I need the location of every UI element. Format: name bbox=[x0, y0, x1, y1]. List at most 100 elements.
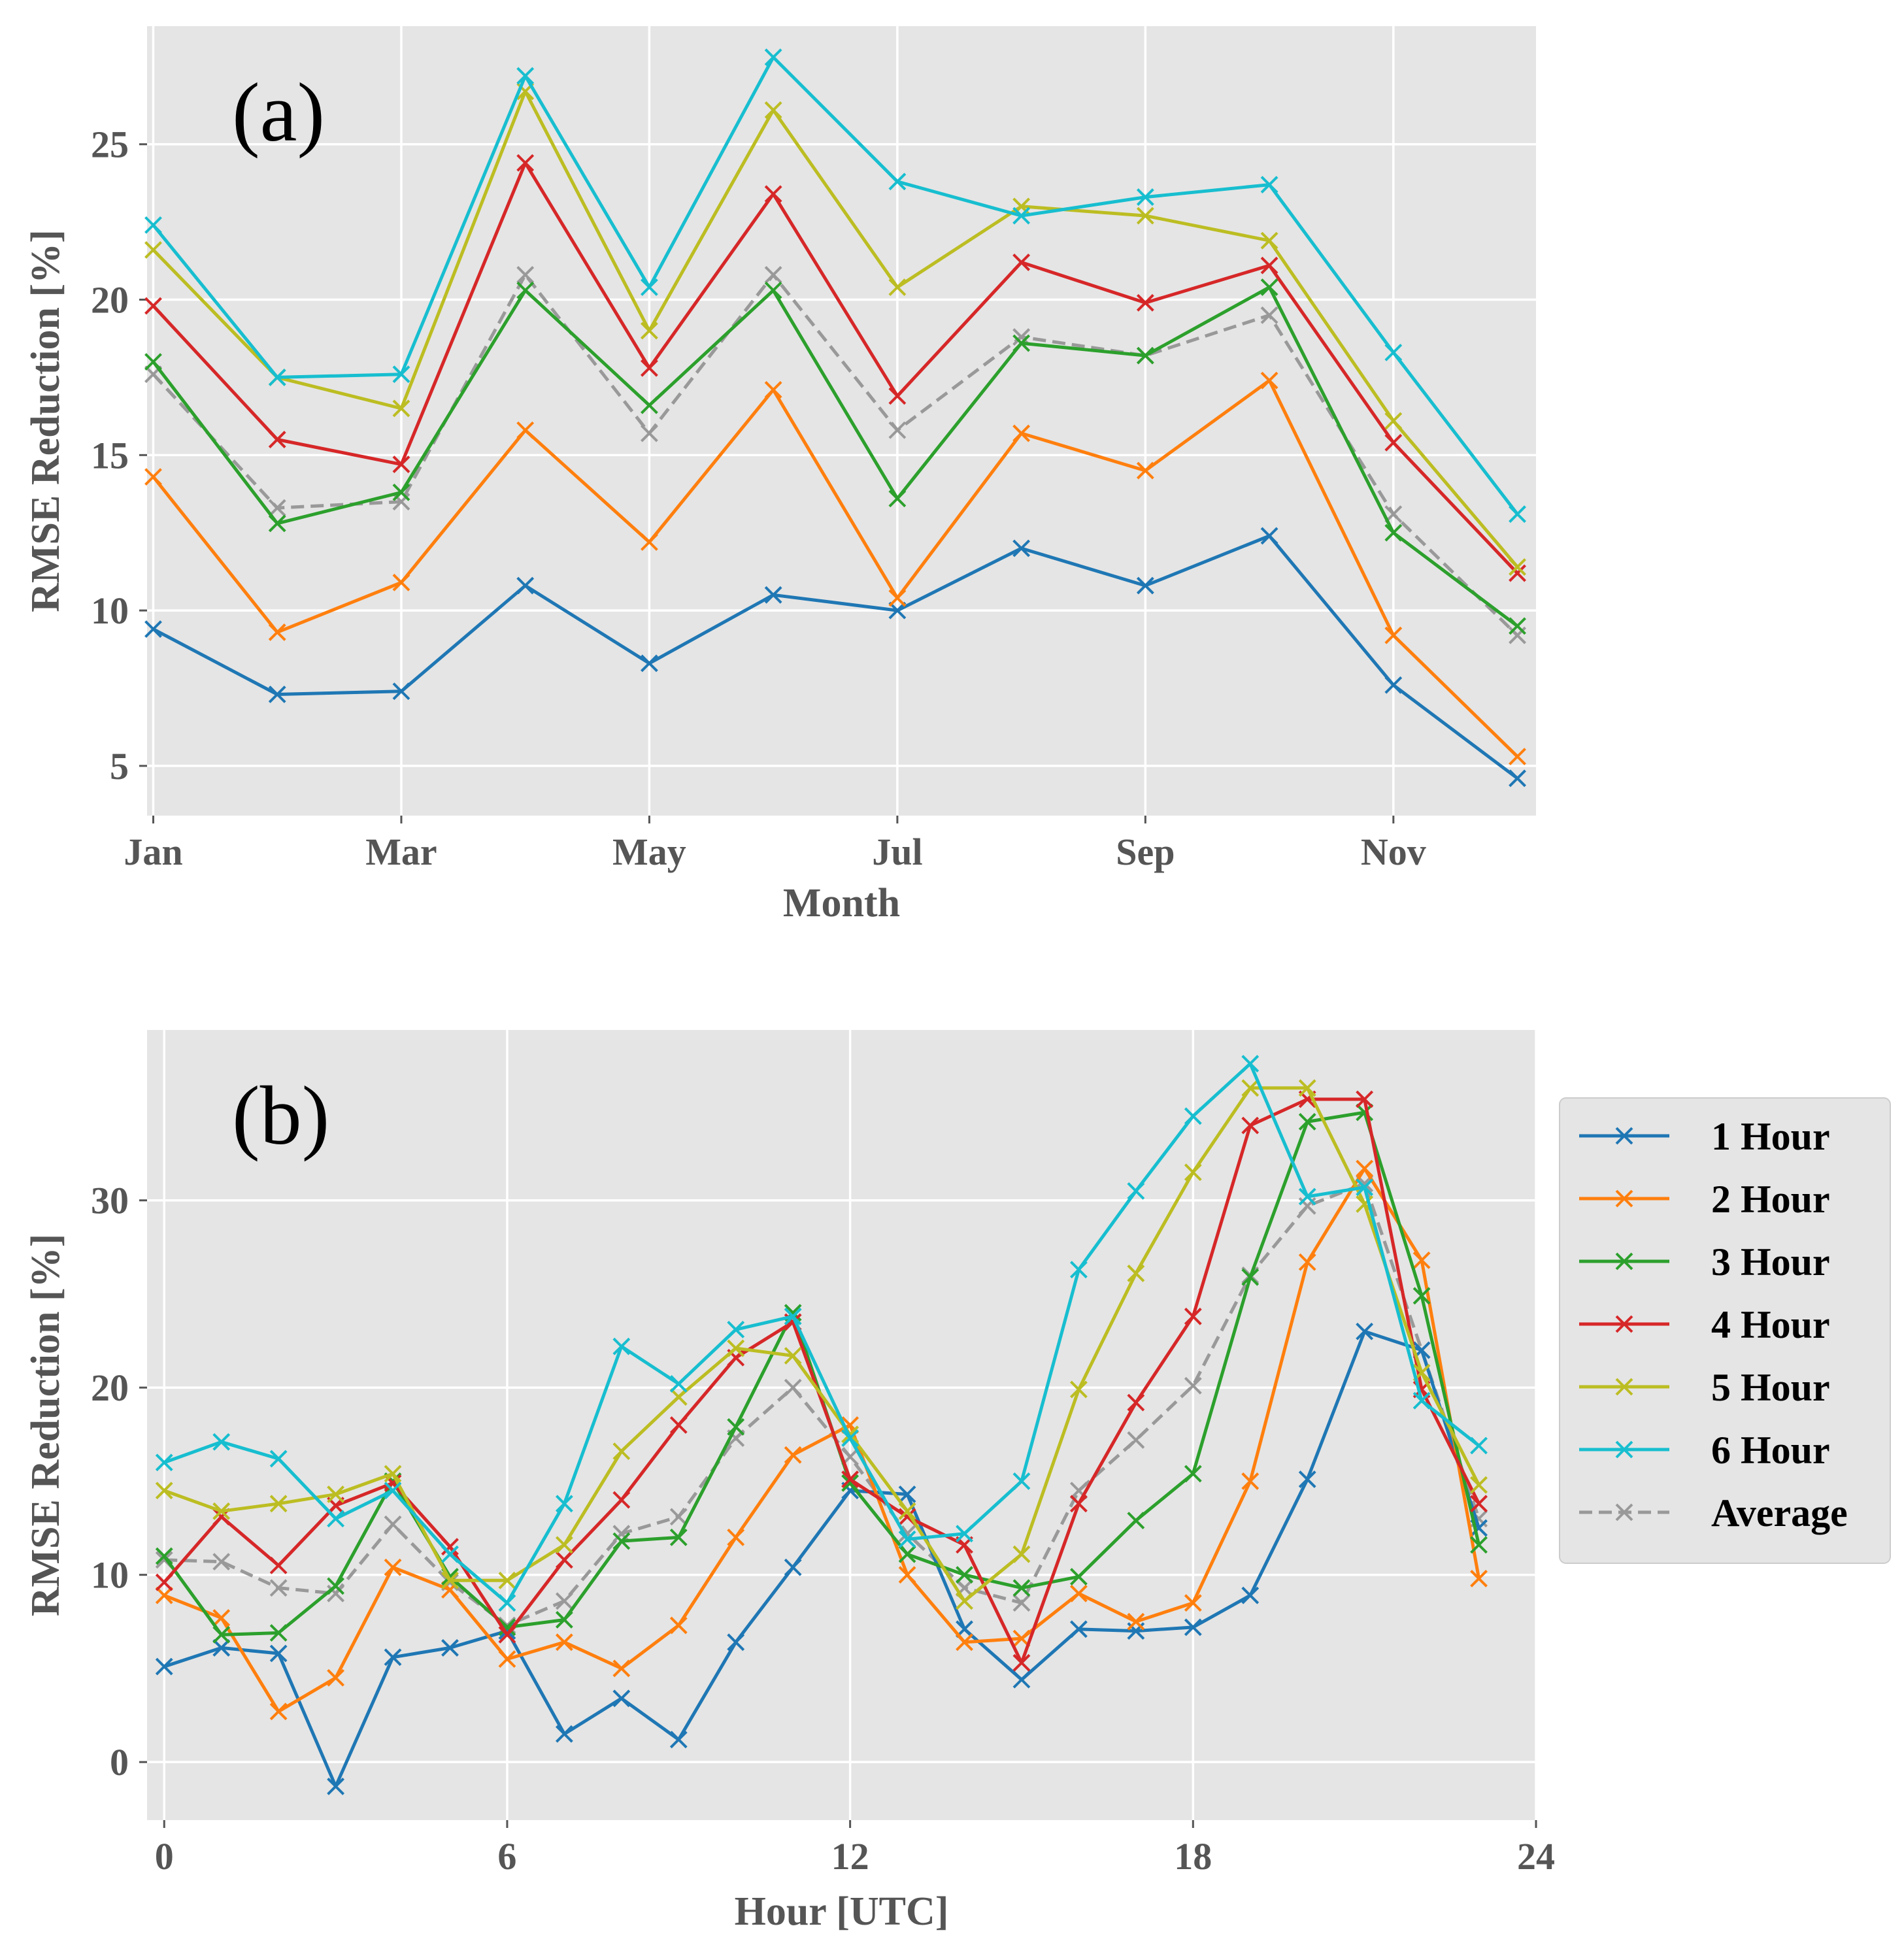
data-point-marker bbox=[1184, 1594, 1202, 1612]
data-point-marker bbox=[155, 1547, 173, 1565]
data-point-marker bbox=[1012, 207, 1031, 225]
data-point-marker bbox=[1260, 278, 1278, 296]
series-2-hour bbox=[144, 371, 1526, 766]
x-tick-label: Jan bbox=[124, 831, 182, 873]
series-line bbox=[152, 534, 1519, 780]
legend-marker bbox=[1615, 1127, 1633, 1145]
data-point-marker bbox=[888, 387, 907, 405]
y-axis-label: RMSE Reduction [%] bbox=[24, 229, 68, 612]
data-point-marker bbox=[384, 1465, 402, 1483]
series-2-hour bbox=[155, 1159, 1488, 1721]
data-point-marker bbox=[764, 586, 782, 604]
data-point-marker bbox=[1260, 176, 1278, 193]
data-point-marker bbox=[555, 1611, 573, 1629]
legend-marker bbox=[1615, 1440, 1633, 1459]
data-point-marker bbox=[268, 514, 286, 533]
data-point-marker bbox=[384, 1648, 402, 1667]
data-point-marker bbox=[155, 1482, 173, 1500]
legend-label: 4 Hour bbox=[1711, 1303, 1830, 1346]
data-point-marker bbox=[764, 266, 782, 284]
data-point-marker bbox=[669, 1508, 688, 1526]
data-point-marker bbox=[727, 1320, 745, 1338]
y-tick-label: 5 bbox=[110, 745, 129, 788]
data-point-marker bbox=[1241, 1079, 1260, 1097]
data-point-marker bbox=[1127, 1265, 1145, 1282]
data-point-marker bbox=[669, 1416, 688, 1434]
data-point-marker bbox=[1012, 1579, 1031, 1597]
data-point-marker bbox=[516, 281, 535, 299]
data-point-marker bbox=[144, 297, 162, 315]
data-point-marker bbox=[384, 1515, 402, 1533]
series-line bbox=[152, 378, 1519, 758]
data-point-marker bbox=[956, 1592, 973, 1610]
data-point-marker bbox=[641, 654, 658, 672]
data-point-marker bbox=[441, 1639, 459, 1657]
data-point-marker bbox=[155, 1453, 173, 1472]
data-point-marker bbox=[516, 576, 535, 595]
data-point-marker bbox=[1470, 1436, 1488, 1455]
x-tick-label: May bbox=[612, 831, 686, 873]
data-point-marker bbox=[784, 1307, 802, 1325]
legend-entry-4-hour: 4 Hour bbox=[1579, 1303, 1830, 1346]
series-line bbox=[163, 1167, 1481, 1714]
data-point-marker bbox=[1509, 769, 1526, 788]
series-line bbox=[152, 161, 1519, 574]
data-point-marker bbox=[555, 1495, 573, 1513]
data-point-marker bbox=[327, 1668, 344, 1687]
data-point-marker bbox=[841, 1470, 860, 1488]
data-point-marker bbox=[784, 1347, 802, 1365]
legend-entry-average: Average bbox=[1579, 1491, 1848, 1535]
y-tick-label: 10 bbox=[91, 1554, 129, 1597]
data-point-marker bbox=[669, 1528, 688, 1546]
data-point-marker bbox=[1069, 1495, 1088, 1513]
data-point-marker bbox=[268, 369, 286, 386]
data-point-marker bbox=[727, 1633, 745, 1651]
data-point-marker bbox=[1356, 1322, 1374, 1340]
data-point-marker bbox=[764, 48, 782, 66]
data-point-marker bbox=[888, 601, 907, 620]
data-point-marker bbox=[888, 278, 907, 296]
data-point-marker bbox=[269, 1702, 288, 1721]
data-point-marker bbox=[1298, 1187, 1316, 1206]
data-point-marker bbox=[641, 322, 658, 340]
data-point-marker bbox=[1384, 523, 1403, 542]
data-point-marker bbox=[898, 1485, 916, 1503]
data-point-marker bbox=[1509, 564, 1526, 582]
x-tick-label: 18 bbox=[1174, 1835, 1212, 1878]
data-point-marker bbox=[392, 365, 410, 384]
data-point-marker bbox=[764, 281, 782, 299]
data-point-marker bbox=[888, 421, 907, 439]
data-point-marker bbox=[1012, 1545, 1031, 1563]
data-point-marker bbox=[1470, 1536, 1488, 1554]
data-point-marker bbox=[1509, 748, 1526, 766]
data-point-marker bbox=[1412, 1251, 1431, 1269]
data-point-marker bbox=[898, 1566, 916, 1584]
legend: 1 Hour 2 Hour 3 Hour 4 Hour 5 Hour 6 Hour Aver… bbox=[1559, 1097, 1891, 1564]
data-point-marker bbox=[212, 1553, 231, 1571]
data-point-marker bbox=[1012, 334, 1031, 352]
legend-label: Average bbox=[1711, 1491, 1848, 1535]
data-point-marker bbox=[1241, 1268, 1260, 1286]
series-6-hour bbox=[155, 1055, 1488, 1612]
series-line bbox=[152, 56, 1519, 516]
data-point-marker bbox=[1127, 1182, 1145, 1200]
data-point-marker bbox=[1127, 1431, 1145, 1449]
data-point-marker bbox=[269, 1556, 288, 1574]
y-tick-label: 0 bbox=[110, 1741, 129, 1783]
data-point-marker bbox=[392, 573, 410, 591]
data-point-marker bbox=[612, 1442, 631, 1461]
data-point-marker bbox=[516, 421, 535, 439]
data-point-marker bbox=[327, 1510, 344, 1528]
data-point-marker bbox=[1470, 1570, 1488, 1587]
data-point-marker bbox=[1069, 1620, 1088, 1638]
data-point-marker bbox=[155, 1573, 173, 1591]
data-point-marker bbox=[1412, 1391, 1431, 1410]
data-point-marker bbox=[268, 623, 286, 641]
data-point-marker bbox=[327, 1778, 344, 1795]
data-point-marker bbox=[1241, 1472, 1260, 1490]
data-point-marker bbox=[1136, 188, 1154, 206]
data-point-marker bbox=[144, 620, 162, 639]
data-point-marker bbox=[956, 1633, 973, 1651]
data-point-marker bbox=[268, 499, 286, 517]
